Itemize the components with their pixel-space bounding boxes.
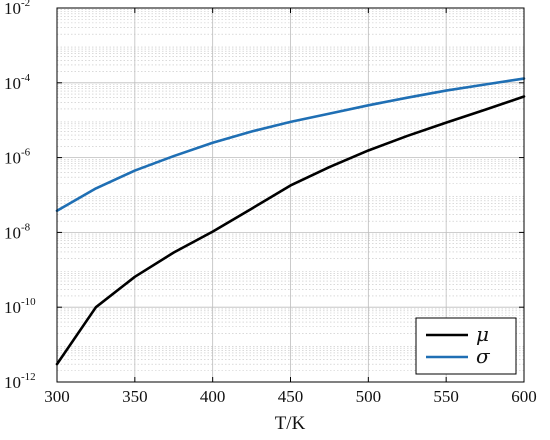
x-tick-label: 400 [200, 387, 226, 406]
legend-box [415, 317, 517, 375]
x-tick-label: 300 [44, 387, 70, 406]
x-axis-label: T/K [275, 413, 306, 434]
series-line-mu [55, 95, 526, 366]
legend-label: σ [476, 344, 491, 368]
x-tick-label: 600 [511, 387, 537, 406]
series-layer [55, 77, 526, 366]
legend-label: μ [476, 322, 489, 346]
legend: μσ [415, 317, 517, 375]
series-line-sigma [55, 77, 526, 213]
x-tick-label: 450 [278, 387, 304, 406]
x-axis-ticks: 300 350 400 450 500 550 600 [44, 8, 537, 406]
x-tick-label: 500 [356, 387, 382, 406]
x-tick-label: 350 [122, 387, 148, 406]
x-tick-label: 550 [433, 387, 459, 406]
